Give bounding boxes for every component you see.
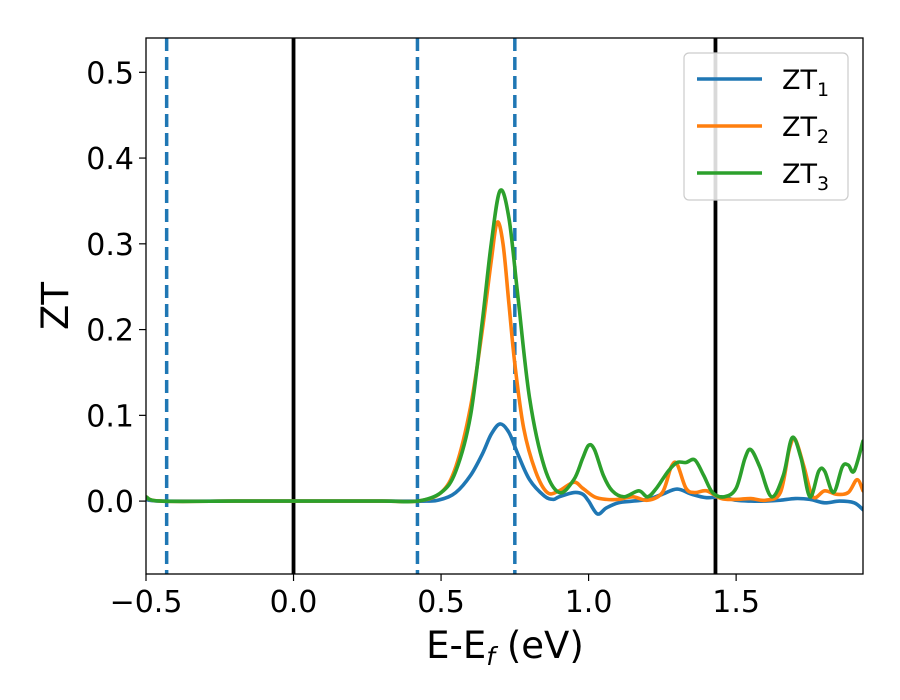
y-axis-label: ZT xyxy=(34,282,77,330)
legend-label-main: ZT xyxy=(782,112,817,143)
y-tick-label: 0.2 xyxy=(86,314,134,349)
legend-label-main: ZT xyxy=(782,159,817,190)
x-axis-label-tail: (eV) xyxy=(495,624,584,667)
x-tick-label: 0.5 xyxy=(417,585,465,620)
x-tick-label: −0.5 xyxy=(110,585,183,620)
x-axis-label: E-Ef (eV) xyxy=(426,624,584,671)
legend-label-zt2: ZT2 xyxy=(782,112,829,148)
x-tick-label: 1.5 xyxy=(712,585,760,620)
x-tick-label: 0.0 xyxy=(270,585,318,620)
y-axis-ticks: 0.0 0.1 0.2 0.3 0.4 0.5 xyxy=(86,56,146,520)
legend-label-zt3: ZT3 xyxy=(782,159,829,195)
y-tick-label: 0.3 xyxy=(86,228,134,263)
legend-box xyxy=(683,52,849,201)
x-axis-label-main: E-E xyxy=(426,624,486,667)
legend-label-sub: 3 xyxy=(817,173,829,195)
legend-label-main: ZT xyxy=(782,65,817,96)
series-line-zt3 xyxy=(146,188,863,504)
legend-label-sub: 1 xyxy=(817,79,829,101)
data-series xyxy=(146,188,863,516)
legend-label-sub: 2 xyxy=(817,126,829,148)
y-tick-label: 0.1 xyxy=(86,399,134,434)
y-tick-label: 0.4 xyxy=(86,142,134,177)
y-tick-label: 0.0 xyxy=(86,485,134,520)
x-tick-label: 1.0 xyxy=(565,585,613,620)
legend-label-zt1: ZT1 xyxy=(782,65,829,101)
plot-frame xyxy=(145,37,864,575)
x-axis-ticks: −0.5 0.0 0.5 1.0 1.5 xyxy=(110,574,760,620)
y-tick-label: 0.5 xyxy=(86,56,134,91)
